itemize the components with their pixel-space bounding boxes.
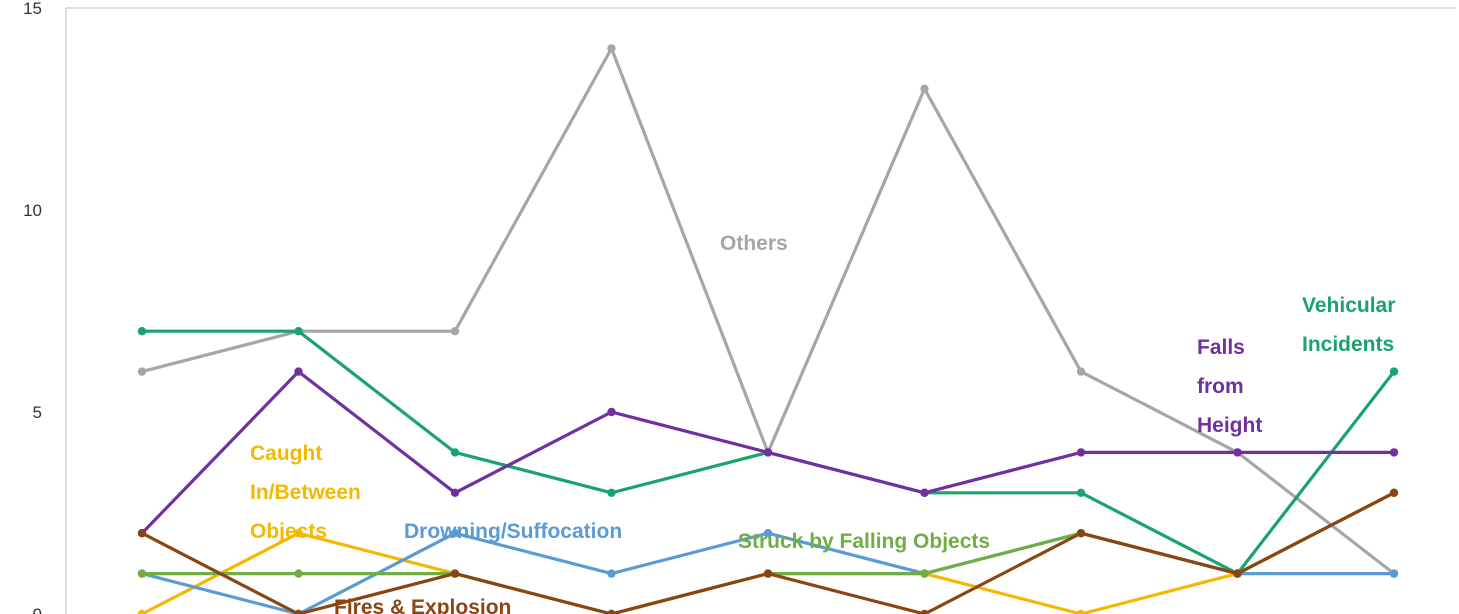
data-point [450, 448, 460, 457]
data-point [1076, 609, 1086, 614]
data-point [450, 529, 460, 538]
data-point [294, 367, 303, 376]
data-point [1389, 367, 1399, 376]
data-point [607, 609, 616, 614]
series-label-drowning-suffocation: Drowning/Suffocation [404, 520, 622, 543]
data-point [1233, 569, 1242, 578]
data-point [1076, 448, 1086, 457]
data-point [137, 529, 147, 538]
data-point [1389, 569, 1399, 578]
series-label-line: Fires & Explosion [334, 596, 511, 614]
data-point [294, 609, 303, 614]
data-point [294, 529, 303, 538]
series-label-line: Struck by Falling Objects [738, 530, 990, 553]
data-point [450, 488, 460, 497]
data-point [1389, 488, 1399, 497]
data-point [607, 407, 616, 417]
y-tick-label: 10 [23, 201, 42, 220]
series-label-struck-by-falling-objects: Struck by Falling Objects [738, 530, 990, 553]
series-label-line: Drowning/Suffocation [404, 520, 622, 543]
data-point [1076, 488, 1086, 497]
data-point [137, 609, 147, 614]
series-label-fires-explosion: Fires & Explosion [334, 596, 511, 614]
series-line [140, 491, 1396, 614]
series-label-line: Vehicular [1302, 294, 1395, 317]
series-label-line: Others [720, 232, 788, 255]
series-label-line: Falls [1197, 336, 1245, 359]
series-label-line: Caught [250, 442, 322, 465]
series-line [140, 491, 1396, 614]
data-point [920, 488, 929, 497]
series-label-line: from [1197, 375, 1244, 398]
data-point [137, 327, 147, 336]
series-falls-from-height [137, 367, 1399, 538]
data-point [920, 609, 929, 614]
data-point [137, 569, 147, 578]
series-label-others: Others [720, 232, 788, 255]
data-point [1076, 367, 1086, 376]
data-point [607, 569, 616, 578]
series-label-line: Height [1197, 414, 1262, 437]
series-label-caught-in-between-objects: Caught In/Between Objects [250, 442, 361, 543]
data-point [607, 44, 616, 53]
series-label-falls-from-height: Falls from Height [1197, 336, 1262, 437]
y-tick-label: 15 [23, 0, 42, 18]
series-fires-explosion [137, 488, 1399, 614]
data-point [450, 569, 460, 578]
y-tick-label: 5 [33, 403, 42, 422]
data-point [1389, 448, 1399, 457]
data-point [920, 569, 929, 578]
data-point [763, 448, 773, 457]
series-line [140, 491, 1396, 614]
data-point [450, 327, 460, 336]
series-layer [137, 44, 1399, 614]
series-label-vehicular-incidents: Vehicular Incidents [1302, 294, 1395, 356]
data-point [763, 569, 773, 578]
series-label-line: Objects [250, 520, 327, 543]
chart-axes: 0 5 10 15 [23, 0, 1456, 614]
data-point [1233, 448, 1242, 457]
data-point [920, 84, 929, 94]
series-labels: Others Vehicular Incidents Falls from Height C… [250, 232, 1395, 614]
data-point [294, 327, 303, 336]
data-point [137, 367, 147, 376]
data-point [294, 569, 303, 578]
data-point [763, 529, 773, 538]
data-point [607, 488, 616, 497]
series-label-line: Incidents [1302, 333, 1394, 356]
data-point [1076, 529, 1086, 538]
series-label-line: In/Between [250, 481, 361, 504]
y-tick-label: 0 [33, 605, 42, 614]
